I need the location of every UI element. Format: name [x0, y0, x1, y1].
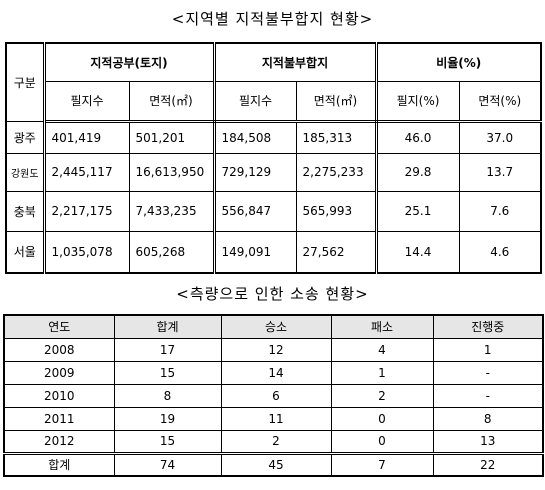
header-cell: 구분 [5, 42, 46, 122]
subheader-cell: 필지(%) [375, 80, 460, 123]
value-cell: 7 [330, 451, 434, 477]
table-title: <지역별 지적불부합지 현황> [171, 10, 374, 28]
value-cell: 605,268 [128, 230, 216, 274]
value-cell: 6 [220, 383, 332, 408]
data-row: 2011 19 11 0 8 [3, 406, 544, 431]
header-cell: 연도 [3, 314, 115, 339]
year-cell: 2008 [3, 337, 115, 362]
value-cell: 149,091 [213, 230, 297, 274]
value-cell: 556,847 [213, 190, 297, 232]
value-cell: 7.6 [458, 190, 542, 232]
group-header: 지적공부(토지) [43, 42, 216, 82]
value-cell: 0 [330, 406, 434, 431]
region-table: 구분 지적공부(토지) 지적불부합지 비율(%) 필지수 면적(㎡) 필지수 면적(㎡) 필지(… [5, 42, 543, 274]
data-row: 합계 74 45 7 22 [3, 451, 544, 477]
value-cell: 46.0 [375, 120, 460, 154]
lawsuit-table: 연도 합계 승소 패소 진행중 2008 17 12 4 1 2009 15 14 1-2010 8 6 2-2… [3, 314, 544, 477]
header-row: 연도 합계 승소 패소 진행중 [3, 314, 544, 339]
value-cell: 2,445,117 [43, 152, 130, 192]
value-cell: 4.6 [458, 230, 542, 274]
value-cell: 25.1 [375, 190, 460, 232]
data-row: 2010 8 6 2- [3, 383, 544, 408]
value-cell: 22 [432, 451, 544, 477]
value-cell: 501,201 [128, 120, 216, 154]
value-cell: 1,035,078 [43, 230, 130, 274]
value-cell: 2 [220, 429, 332, 454]
year-cell: 합계 [3, 451, 115, 477]
value-cell: 2,275,233 [295, 152, 378, 192]
data-row: 2012 15 2 0 13 [3, 429, 544, 454]
year-cell: 2012 [3, 429, 115, 454]
subheader-cell: 필지수 [43, 80, 130, 123]
value-cell: 29.8 [375, 152, 460, 192]
value-cell: 45 [220, 451, 332, 477]
header-row: 구분 지적공부(토지) 지적불부합지 비율(%) [5, 42, 542, 122]
subheader-cell: 면적(㎡) [128, 80, 216, 123]
year-cell: 2011 [3, 406, 115, 431]
data-row: 광주 401,419 501,201 184,508 185,313 46.0 37.0 [5, 120, 542, 154]
header-cell: 패소 [330, 314, 434, 339]
value-cell: 7,433,235 [128, 190, 216, 232]
value-cell: 4 [330, 337, 434, 362]
header-cell: 합계 [113, 314, 222, 339]
value-cell: 184,508 [213, 120, 297, 154]
value-cell: 15 [113, 360, 222, 385]
subheader-row: 필지수 면적(㎡) 필지수 면적(㎡) 필지(%) 면적(%) [6, 80, 542, 123]
region-cell: 광주 [5, 120, 46, 154]
value-cell: - [432, 360, 544, 385]
value-cell: 2,217,175 [43, 190, 130, 232]
value-cell: 8 [113, 383, 222, 408]
subheader-cell: 면적(%) [458, 80, 542, 123]
data-row: 강원도 2,445,117 16,613,950 729,129 2,275,233 29… [5, 152, 542, 192]
value-cell: 729,129 [213, 152, 297, 192]
year-cell: 2009 [3, 360, 115, 385]
value-cell: 13 [432, 429, 544, 454]
value-cell: - [432, 383, 544, 408]
value-cell: 16,613,950 [128, 152, 216, 192]
value-cell: 11 [220, 406, 332, 431]
subheader-cell: 면적(㎡) [295, 80, 378, 123]
value-cell: 19 [113, 406, 222, 431]
value-cell: 1 [330, 360, 434, 385]
region-cell: 충북 [5, 190, 46, 232]
value-cell: 14 [220, 360, 332, 385]
data-row: 2008 17 12 4 1 [3, 337, 544, 362]
header-cell: 승소 [220, 314, 332, 339]
value-cell: 0 [330, 429, 434, 454]
value-cell: 27,562 [295, 230, 378, 274]
value-cell: 565,993 [295, 190, 378, 232]
value-cell: 74 [113, 451, 222, 477]
value-cell: 185,313 [295, 120, 378, 154]
value-cell: 401,419 [43, 120, 130, 154]
table-title: <측량으로 인한 소송 현황> [176, 285, 369, 303]
data-row: 서울 1,035,078 605,268 149,091 27,562 14.4 4.6 [5, 230, 542, 274]
year-cell: 2010 [3, 383, 115, 408]
group-header: 비율(%) [375, 42, 542, 82]
region-cell: 강원도 [5, 152, 46, 192]
data-row: 2009 15 14 1- [3, 360, 544, 385]
value-cell: 1 [432, 337, 544, 362]
region-cell: 서울 [5, 230, 46, 274]
value-cell: 17 [113, 337, 222, 362]
value-cell: 15 [113, 429, 222, 454]
value-cell: 12 [220, 337, 332, 362]
value-cell: 13.7 [458, 152, 542, 192]
value-cell: 14.4 [375, 230, 460, 274]
value-cell: 2 [330, 383, 434, 408]
data-row: 충북 2,217,175 7,433,235 556,847 565,993 25.1 7.… [5, 190, 542, 232]
header-cell: 진행중 [432, 314, 544, 339]
subheader-cell: 필지수 [213, 80, 297, 123]
value-cell: 37.0 [458, 120, 542, 154]
value-cell: 8 [432, 406, 544, 431]
group-header: 지적불부합지 [213, 42, 378, 82]
